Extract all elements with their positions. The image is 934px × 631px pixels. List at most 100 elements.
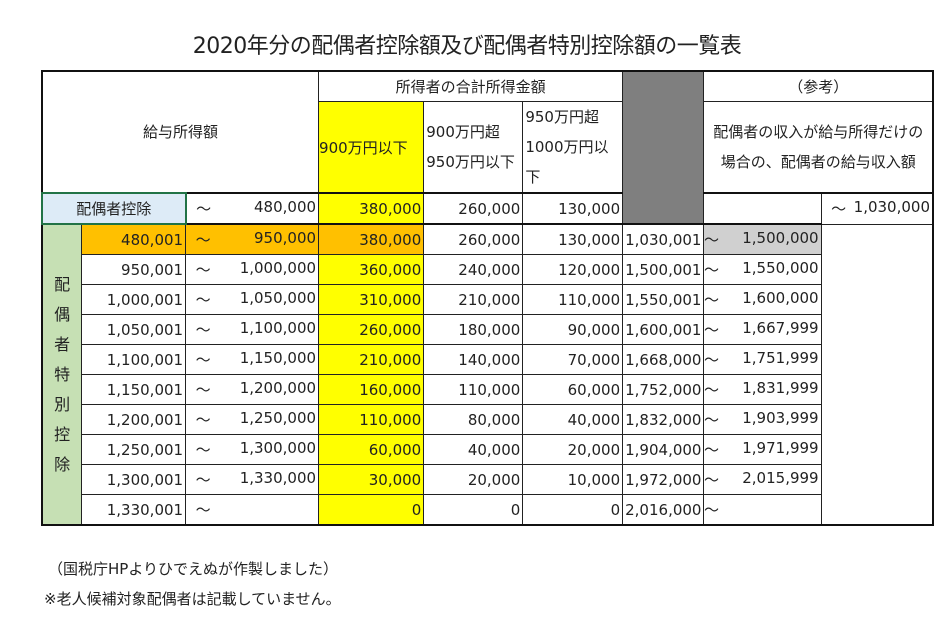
cell-v3: 20,000 — [522, 434, 624, 465]
cell-v1: 0 — [318, 494, 425, 526]
cell-v3: 90,000 — [522, 314, 624, 345]
cell-v2: 260,000 — [423, 223, 524, 255]
tilde: ～ — [703, 471, 719, 489]
cell-v2: 210,000 — [423, 284, 524, 315]
cell-v1: 360,000 — [318, 254, 425, 285]
table-row: 1,150,001 ～ 1,200,000 160,000 110,000 60,000 1… — [42, 374, 933, 405]
tilde: ～ — [703, 261, 719, 279]
special-deduction-label: 配偶者特別控除 — [41, 223, 83, 526]
footer-note-source: （国税庁HPよりひでえぬが作製しました） — [48, 560, 339, 578]
cell-v3: 40,000 — [522, 404, 624, 435]
tilde: ～ — [195, 471, 211, 489]
ref-to: 1,751,999 — [742, 349, 819, 367]
tilde: ～ — [195, 261, 211, 279]
from-amount: 1,000,001 — [81, 284, 187, 315]
tilde: ～ — [703, 411, 719, 429]
cell-v2: 40,000 — [423, 434, 524, 465]
tilde: ～ — [195, 501, 211, 519]
cell-v1: 210,000 — [318, 344, 425, 375]
cell-v3: 130,000 — [522, 223, 624, 255]
to-amount: 480,000 — [254, 198, 317, 216]
ref-to: 1,667,999 — [742, 319, 819, 337]
cell-v3: 120,000 — [522, 254, 624, 285]
deduction-table: 給与所得額 所得者の合計所得金額 （参考） 900万円以下 900万円超 950… — [41, 70, 934, 526]
cell-v2: 140,000 — [423, 344, 524, 375]
tilde: ～ — [195, 381, 211, 399]
from-amount: 1,250,001 — [81, 434, 187, 465]
to-amount: 1,300,000 — [239, 439, 317, 457]
total-income-header: 所得者の合計所得金額 — [318, 70, 624, 102]
ref-from: 1,752,000 — [622, 374, 705, 405]
ref-to: 1,030,000 — [853, 198, 930, 217]
col-950-header: 900万円超 950万円以下 — [423, 101, 524, 194]
reference-desc: 配偶者の収入が給与所得だけの場合の、配偶者の給与収入額 — [703, 101, 934, 194]
to-amount: 1,250,000 — [239, 409, 317, 427]
from-amount: 480,001 — [81, 223, 187, 255]
ref-from — [703, 192, 822, 225]
table-row: 1,100,001 ～ 1,150,000 210,000 140,000 70,000 1… — [42, 344, 933, 375]
ref-from: 1,500,001 — [622, 254, 705, 285]
tilde: ～ — [195, 291, 211, 309]
ref-to: 1,600,000 — [742, 289, 819, 307]
tilde: ～ — [703, 321, 719, 339]
from-amount: 950,001 — [81, 254, 187, 285]
from-amount: 1,330,001 — [81, 494, 187, 526]
tilde: ～ — [831, 200, 847, 219]
cell-v1: 260,000 — [318, 314, 425, 345]
cell-v1: 380,000 — [318, 223, 425, 255]
ref-from: 1,904,000 — [622, 434, 705, 465]
cell-v3: 110,000 — [522, 284, 624, 315]
from-amount: 1,300,001 — [81, 464, 187, 495]
cell-v2: 180,000 — [423, 314, 524, 345]
tilde: ～ — [703, 501, 719, 519]
col-1000-header: 950万円超 1000万円以下 — [522, 101, 624, 194]
ref-to: 2,015,999 — [742, 469, 819, 487]
reference-header: （参考） — [703, 70, 934, 102]
table-row: 1,330,001 ～ 0 0 0 2,016,000 ～ — [42, 494, 933, 526]
cell-v2: 0 — [423, 494, 524, 526]
spousal-deduction-label[interactable]: 配偶者控除 — [41, 192, 187, 225]
tilde: ～ — [703, 441, 719, 459]
table-row: 配偶者特別控除 480,001 ～ 950,000 380,000 260,000 130,… — [41, 223, 933, 526]
tilde: ～ — [195, 351, 211, 369]
cell-v3: 130,000 — [522, 192, 624, 225]
cell-v1: 30,000 — [318, 464, 425, 495]
table-row: 1,200,001 ～ 1,250,000 110,000 80,000 40,000 1,… — [42, 404, 933, 435]
tilde: ～ — [196, 200, 212, 218]
to-amount: 1,200,000 — [239, 379, 317, 397]
ref-to: 1,550,000 — [742, 259, 819, 277]
from-amount: 1,100,001 — [81, 344, 187, 375]
page-title: 2020年分の配偶者控除額及び配偶者特別控除額の一覧表 — [192, 34, 742, 59]
cell-v1: 110,000 — [318, 404, 425, 435]
cell-v2: 240,000 — [423, 254, 524, 285]
cell-v3: 0 — [522, 494, 624, 526]
cell-v3: 10,000 — [522, 464, 624, 495]
cell-v1: 380,000 — [318, 192, 425, 225]
table-row: 1,250,001 ～ 1,300,000 60,000 40,000 20,000 1,9… — [42, 434, 933, 465]
ref-to: 1,971,999 — [742, 439, 819, 457]
tilde: ～ — [195, 231, 211, 249]
cell-v2: 80,000 — [423, 404, 524, 435]
cell-v3: 70,000 — [522, 344, 624, 375]
table-row: 1,000,001 ～ 1,050,000 310,000 210,000 110,000… — [42, 284, 933, 315]
tilde: ～ — [195, 321, 211, 339]
to-amount: 1,100,000 — [239, 319, 317, 337]
ref-to: 1,500,000 — [742, 229, 819, 247]
cell-v2: 260,000 — [423, 192, 524, 225]
cell-v3: 60,000 — [522, 374, 624, 405]
from-amount: 1,050,001 — [81, 314, 187, 345]
tilde: ～ — [195, 441, 211, 459]
ref-from: 1,972,000 — [622, 464, 705, 495]
ref-from: 1,600,001 — [622, 314, 705, 345]
table-row: 1,050,001 ～ 1,100,000 260,000 180,000 90,000 1… — [42, 314, 933, 345]
to-amount: 1,330,000 — [239, 469, 317, 487]
to-amount: 1,050,000 — [239, 289, 317, 307]
cell-v1: 60,000 — [318, 434, 425, 465]
from-amount: 1,200,001 — [81, 404, 187, 435]
cell-v1: 310,000 — [318, 284, 425, 315]
ref-from: 2,016,000 — [622, 494, 705, 526]
ref-from: 1,832,000 — [622, 404, 705, 435]
from-amount: 1,150,001 — [81, 374, 187, 405]
to-amount: 950,000 — [254, 229, 317, 247]
table-row: 1,300,001 ～ 1,330,000 30,000 20,000 10,000 1,9… — [42, 464, 933, 495]
